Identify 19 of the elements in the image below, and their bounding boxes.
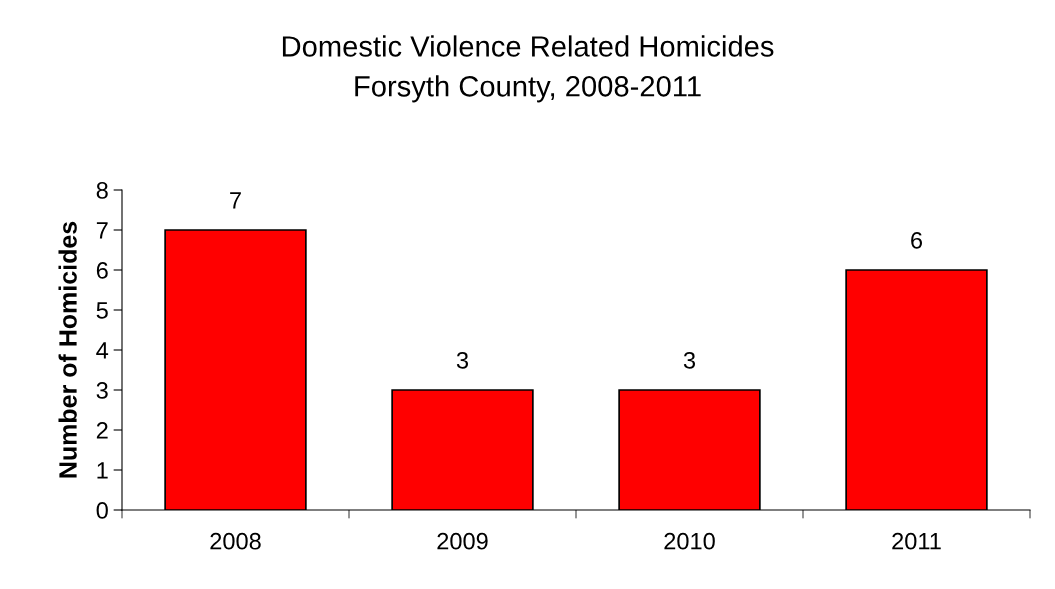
y-tick-label: 6 [96,262,108,279]
y-tick-label: 5 [96,302,108,319]
y-tick-label: 1 [97,462,108,479]
data-label: 3 [456,351,469,369]
y-tick-label: 0 [96,502,108,519]
y-tick-label: 4 [96,342,109,359]
x-tick-label: 2008 [210,532,261,550]
data-label: 3 [683,351,696,369]
x-tick-label: 2011 [892,532,941,550]
y-tick-label: 3 [96,382,108,399]
x-tick-label: 2010 [664,532,715,550]
data-label: 6 [911,231,923,249]
y-axis-title: Number of Homicides [58,221,77,478]
x-tick-label: 2009 [437,532,488,550]
y-tick-label: 7 [96,222,108,239]
data-label: 7 [230,192,241,209]
y-tick-label: 8 [96,182,108,199]
chart-title: Domestic Violence Related Homicides Forsyth County, 2008-2011 [282,35,774,103]
y-tick-label: 2 [96,422,108,439]
